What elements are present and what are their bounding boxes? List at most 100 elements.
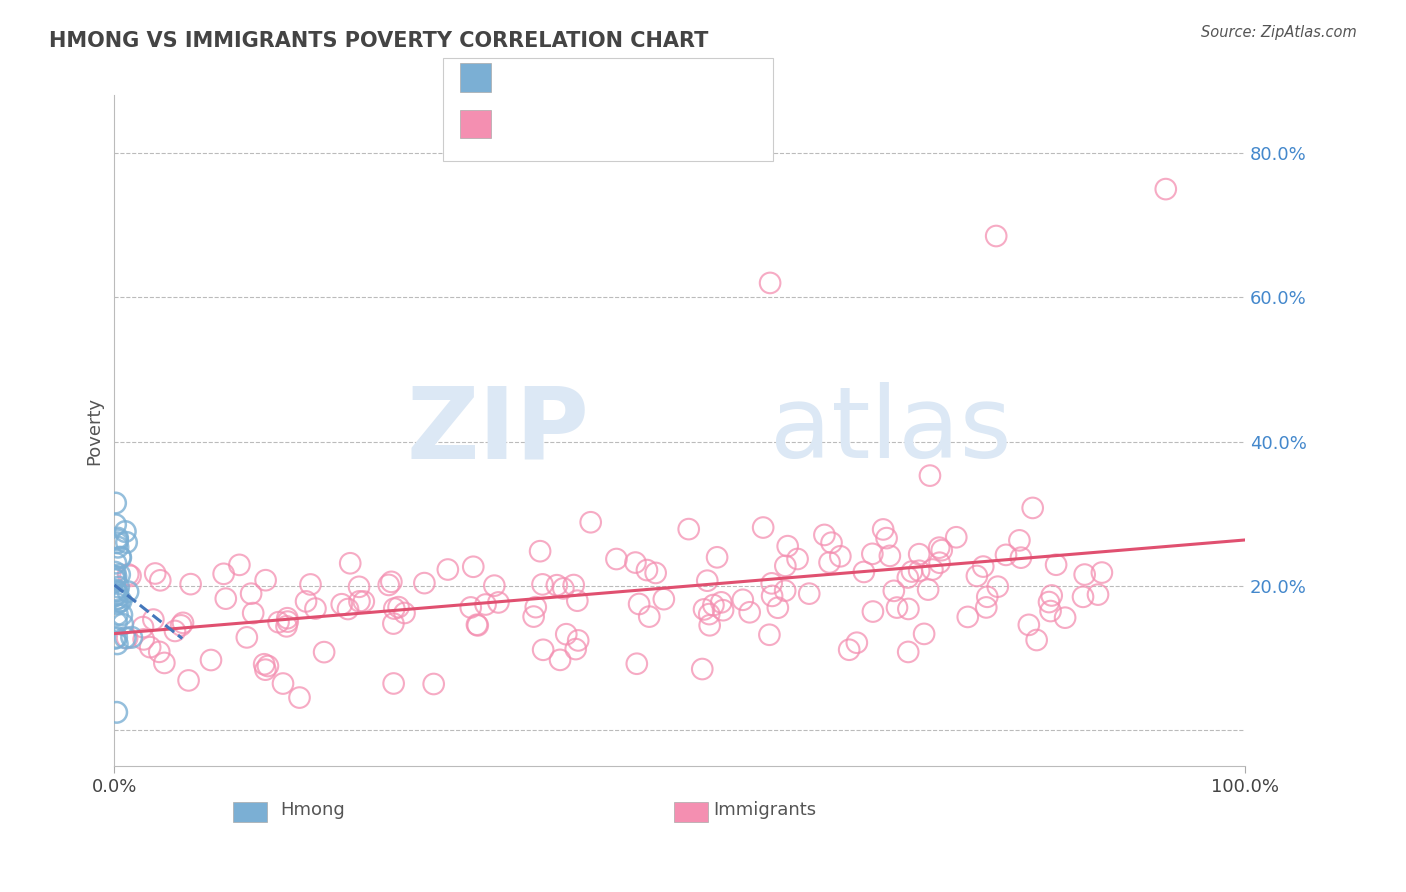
Point <box>422 677 444 691</box>
Point <box>215 591 238 606</box>
Point <box>467 618 489 632</box>
Point <box>488 595 510 609</box>
Point <box>437 562 460 576</box>
Point <box>142 613 165 627</box>
Point <box>678 522 700 536</box>
Point <box>153 656 176 670</box>
Point <box>761 589 783 603</box>
Point <box>879 549 901 563</box>
Point <box>110 550 132 565</box>
Point <box>299 577 322 591</box>
Point <box>105 535 128 549</box>
Point <box>117 567 139 582</box>
Text: atlas: atlas <box>770 383 1012 479</box>
Point <box>693 602 716 616</box>
Point <box>901 565 924 579</box>
Point <box>838 642 860 657</box>
Point <box>148 645 170 659</box>
Point <box>862 605 884 619</box>
Point <box>143 566 166 581</box>
Point <box>314 645 336 659</box>
Point <box>876 531 898 545</box>
Point <box>731 592 754 607</box>
Point <box>652 592 675 607</box>
Point <box>382 616 405 631</box>
FancyBboxPatch shape <box>233 802 267 822</box>
Point <box>463 559 485 574</box>
Point <box>860 547 883 561</box>
Point <box>638 609 661 624</box>
Point <box>696 574 718 588</box>
Point <box>1087 588 1109 602</box>
Point <box>761 576 783 591</box>
Point <box>1038 595 1060 609</box>
Point <box>908 547 931 561</box>
Point <box>103 572 125 586</box>
Point <box>986 229 1008 244</box>
Point <box>579 515 602 529</box>
Point <box>117 584 139 599</box>
Point <box>105 706 128 720</box>
Point <box>699 618 721 632</box>
Point <box>818 556 841 570</box>
Point <box>257 659 280 673</box>
Point <box>105 607 128 622</box>
Point <box>921 562 943 576</box>
Point <box>254 663 277 677</box>
Point <box>121 630 143 644</box>
Point <box>766 600 789 615</box>
Point <box>1045 558 1067 572</box>
Point <box>107 585 129 599</box>
Point <box>349 594 371 608</box>
Point <box>276 619 298 633</box>
Point <box>628 597 651 611</box>
Point <box>529 544 551 558</box>
Point <box>465 617 488 632</box>
Point <box>110 594 132 608</box>
Point <box>172 615 194 630</box>
Point <box>413 576 436 591</box>
Point <box>180 577 202 591</box>
Text: 38: 38 <box>669 69 697 87</box>
Point <box>1073 567 1095 582</box>
Point <box>917 582 939 597</box>
Point <box>928 556 950 570</box>
Point <box>377 578 399 592</box>
Point <box>966 569 988 583</box>
Text: ZIP: ZIP <box>406 383 589 479</box>
Point <box>987 580 1010 594</box>
Point <box>104 556 127 570</box>
Point <box>115 535 138 549</box>
Point <box>139 640 162 655</box>
Point <box>295 594 318 608</box>
Point <box>553 582 575 596</box>
Text: R =: R = <box>508 69 547 87</box>
Point <box>149 574 172 588</box>
Point <box>994 548 1017 562</box>
Point <box>524 600 547 615</box>
Point <box>382 601 405 615</box>
Point <box>107 540 129 554</box>
Point <box>897 602 920 616</box>
Point <box>702 598 724 612</box>
Point <box>339 556 361 570</box>
Point <box>773 583 796 598</box>
Point <box>759 276 782 290</box>
Point <box>382 676 405 690</box>
Point <box>813 528 835 542</box>
Text: Hmong: Hmong <box>280 801 344 819</box>
Text: 152: 152 <box>669 115 703 133</box>
Point <box>710 595 733 609</box>
Point <box>1025 633 1047 648</box>
Point <box>110 550 132 565</box>
Point <box>107 591 129 606</box>
Point <box>104 589 127 603</box>
Point <box>883 583 905 598</box>
Point <box>820 535 842 549</box>
Point <box>132 620 155 634</box>
Text: HMONG VS IMMIGRANTS POVERTY CORRELATION CHART: HMONG VS IMMIGRANTS POVERTY CORRELATION … <box>49 31 709 51</box>
Point <box>1071 590 1094 604</box>
Point <box>886 600 908 615</box>
Point <box>104 496 127 510</box>
Point <box>605 552 627 566</box>
